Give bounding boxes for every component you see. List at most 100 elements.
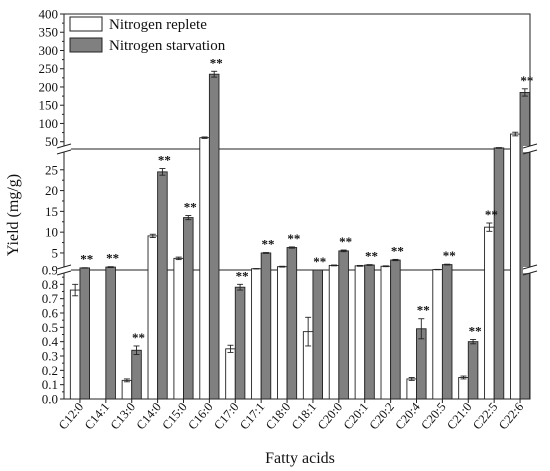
significance-mark-c12-0: ** — [80, 252, 93, 267]
significance-mark-c13-0: ** — [132, 330, 145, 345]
significance-mark-c20-4: ** — [417, 303, 430, 318]
error-bar-nitrogen-replete-c22-5 — [486, 222, 493, 232]
error-bar-nitrogen-starvation-c17-0 — [237, 283, 244, 291]
bar-nitrogen-replete-c15-0 — [173, 257, 184, 400]
significance-mark-c14-0: ** — [158, 153, 171, 168]
bar-nitrogen-starvation-c17-1 — [260, 252, 272, 400]
y-tick-label: 5 — [52, 245, 59, 260]
significance-mark-c14-1: ** — [106, 251, 119, 266]
x-tick-label-c12-0: C12:0 — [56, 400, 86, 432]
error-bar-nitrogen-starvation-c20-1 — [366, 264, 373, 266]
bar-nitrogen-replete-c21-0 — [458, 377, 469, 400]
x-tick-label-c22-5: C22:5 — [470, 400, 500, 432]
y-tick-label: 100 — [39, 116, 59, 131]
bar-nitrogen-starvation-c13-0 — [131, 349, 142, 400]
error-bar-nitrogen-replete-c16-0 — [201, 136, 208, 139]
bar-nitrogen-starvation-c15-0 — [183, 217, 194, 400]
bar-nitrogen-replete-c17-0 — [225, 348, 236, 400]
y-tick-label: 0.7 — [42, 291, 59, 306]
significance-mark-c15-0: ** — [184, 200, 197, 215]
y-tick-label: 50 — [45, 134, 58, 149]
error-bar-nitrogen-replete-c17-0 — [227, 344, 234, 353]
bar-nitrogen-replete-c20-1 — [354, 265, 366, 400]
significance-mark-c18-0: ** — [287, 231, 300, 246]
y-tick-label: 0.2 — [42, 363, 58, 378]
bar-nitrogen-replete-c22-6 — [510, 133, 521, 400]
legend: Nitrogen replete Nitrogen starvation — [69, 16, 226, 54]
bar-nitrogen-starvation-c20-4 — [416, 328, 427, 400]
error-bar-nitrogen-starvation-c16-0 — [211, 70, 218, 78]
bar-nitrogen-replete-c18-0 — [277, 266, 288, 400]
error-bar-nitrogen-starvation-c20-4 — [418, 318, 425, 340]
error-bar-nitrogen-starvation-c20-0 — [340, 249, 347, 253]
error-bar-nitrogen-replete-c20-1 — [356, 264, 363, 267]
significance-mark-c17-0: ** — [236, 268, 249, 283]
y-tick-label: 200 — [39, 79, 59, 94]
y-tick-label: 25 — [45, 162, 58, 177]
error-bar-nitrogen-starvation-c17-1 — [262, 252, 269, 254]
y-tick-label: 0.1 — [42, 377, 58, 392]
x-tick-label-c16-0: C16:0 — [185, 400, 215, 432]
y-axis-title: Yield (mg/g) — [5, 174, 22, 256]
x-tick-label-c22-6: C22:6 — [496, 400, 526, 432]
x-tick-label-c14-1: C14:1 — [82, 400, 112, 432]
x-tick-label-c18-0: C18:0 — [263, 400, 293, 432]
legend-label-nitrogen-starvation: Nitrogen starvation — [109, 38, 226, 54]
x-tick-label-c15-0: C15:0 — [159, 400, 189, 432]
significance-mark-c20-1: ** — [365, 249, 378, 264]
y-tick-label: 20 — [45, 183, 58, 198]
y-tick-label: 0.3 — [42, 349, 58, 364]
bar-nitrogen-replete-c17-1 — [251, 268, 262, 400]
legend-swatch-nitrogen-replete — [69, 16, 103, 32]
x-tick-label-c20-1: C20:1 — [341, 400, 371, 432]
bar-nitrogen-starvation-c18-1 — [312, 269, 323, 400]
significance-mark-c20-5: ** — [443, 248, 456, 263]
x-tick-label-c18-1: C18:1 — [289, 400, 319, 432]
bar-nitrogen-replete-c20-5 — [432, 269, 443, 400]
error-bar-nitrogen-replete-c12-0 — [72, 283, 79, 297]
bar-nitrogen-starvation-c17-0 — [234, 286, 246, 400]
legend-swatch-nitrogen-starvation — [69, 37, 103, 53]
y-tick-label: 0.6 — [42, 306, 59, 321]
y-tick-label: 10 — [45, 225, 58, 240]
bar-nitrogen-replete-c12-0 — [69, 289, 81, 400]
bar-nitrogen-replete-c20-4 — [406, 378, 417, 400]
error-bar-nitrogen-replete-c22-6 — [512, 131, 519, 137]
bar-nitrogen-starvation-c22-6 — [519, 91, 531, 400]
bar-nitrogen-starvation-c12-0 — [79, 267, 90, 400]
y-tick-label: 350 — [39, 25, 59, 40]
y-tick-label: 0.0 — [42, 392, 58, 407]
bar-nitrogen-starvation-c20-1 — [364, 264, 375, 400]
error-bar-nitrogen-replete-c13-0 — [123, 378, 130, 383]
error-bar-nitrogen-replete-c20-4 — [408, 377, 415, 381]
significance-mark-c20-2: ** — [391, 243, 404, 258]
error-bar-nitrogen-replete-c21-0 — [460, 375, 467, 380]
error-bar-nitrogen-starvation-c13-0 — [133, 345, 140, 356]
x-tick-label-c17-0: C17:0 — [211, 400, 241, 432]
significance-mark-c16-0: ** — [210, 55, 223, 70]
y-tick-label: 0.8 — [42, 277, 58, 292]
error-bar-nitrogen-replete-c20-0 — [331, 264, 338, 267]
legend-label-nitrogen-replete: Nitrogen replete — [109, 17, 207, 33]
significance-mark-c17-1: ** — [261, 237, 274, 252]
significance-mark-c20-0: ** — [339, 234, 352, 249]
significance-mark-c21-0: ** — [469, 324, 482, 339]
significance-mark-c22-5: ** — [485, 207, 498, 222]
error-bar-nitrogen-replete-c14-0 — [149, 233, 156, 239]
bar-nitrogen-replete-c20-2 — [380, 265, 392, 400]
x-tick-label-c20-2: C20:2 — [367, 400, 397, 432]
error-bar-nitrogen-replete-c18-1 — [305, 316, 312, 347]
bar-nitrogen-starvation-c16-0 — [208, 73, 220, 400]
bar-nitrogen-replete-c14-0 — [147, 235, 159, 400]
significance-mark-c18-1: ** — [313, 254, 326, 269]
error-bar-nitrogen-starvation-c20-5 — [444, 263, 451, 266]
bar-nitrogen-starvation-c18-0 — [286, 247, 298, 400]
y-tick-label: 0.4 — [42, 334, 59, 349]
x-tick-label-c14-0: C14:0 — [134, 400, 164, 432]
y-tick-label: 0.9 — [42, 263, 58, 278]
bar-nitrogen-starvation-c20-5 — [441, 264, 453, 400]
x-tick-label-c20-5: C20:5 — [418, 400, 448, 432]
significance-mark-c22-6: ** — [520, 73, 533, 88]
error-bar-nitrogen-starvation-c15-0 — [185, 215, 192, 221]
